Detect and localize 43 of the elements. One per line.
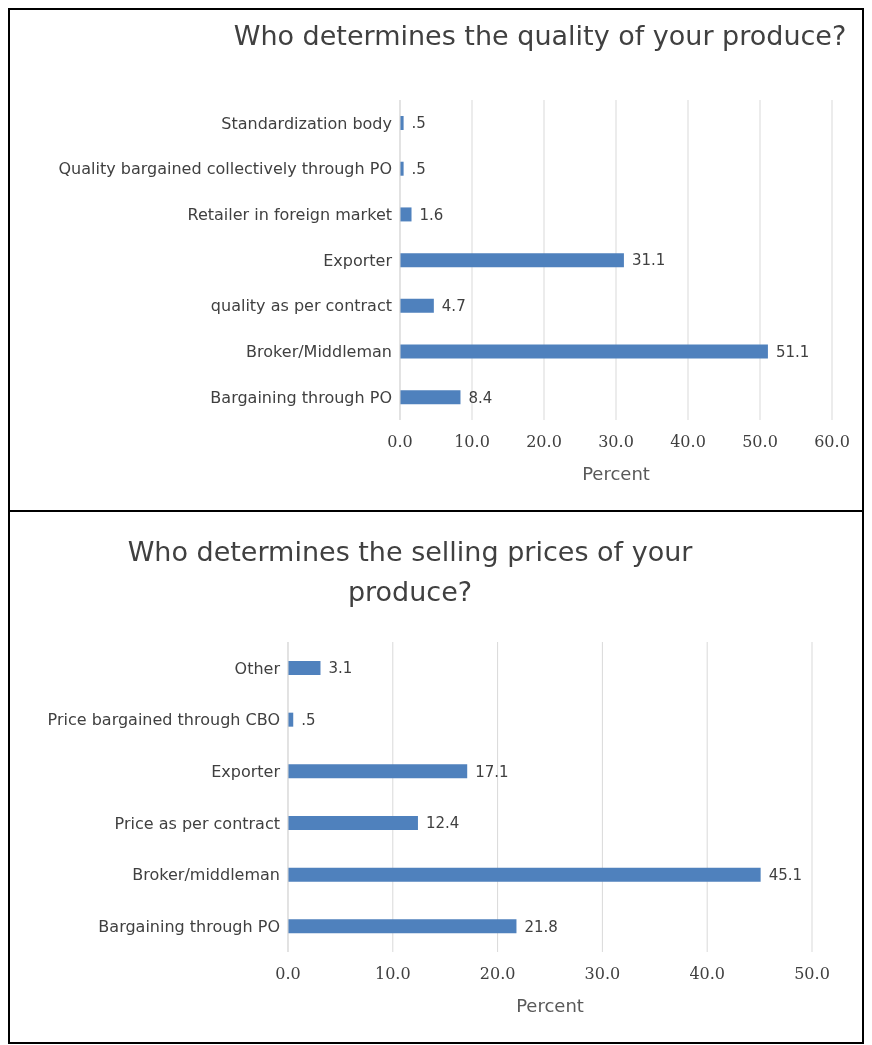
chart-title: Who determines the selling prices of your produce? [126,535,694,609]
data-label: .5 [411,114,426,133]
data-label: 31.1 [631,251,666,270]
data-label: 4.7 [441,297,466,316]
y-tick-label: Retailer in foreign market [187,204,392,224]
x-tick-label: 0.0 [275,964,301,984]
x-axis-title: Percent [516,995,584,1016]
y-tick-label: Bargaining through PO [210,387,392,407]
x-tick-label: 30.0 [584,964,621,984]
x-tick-label: 40.0 [689,964,726,984]
y-tick-label: Exporter [323,250,393,270]
x-tick-label: 20.0 [526,432,562,452]
data-label: 17.1 [475,762,509,781]
y-tick-label: Other [234,658,281,678]
x-tick-label: 10.0 [454,432,490,452]
data-label: 3.1 [328,659,353,678]
data-label: 1.6 [419,205,444,224]
data-label: 8.4 [468,388,493,407]
y-tick-label: quality as per contract [210,296,392,316]
x-tick-label: 50.0 [742,432,778,452]
x-tick-label: 10.0 [374,964,411,984]
data-label: .5 [301,710,316,729]
data-label: .5 [411,159,426,178]
chart-title: Who determines the quality of your produce? [232,19,848,53]
data-label: 12.4 [425,814,460,833]
x-tick-label: 0.0 [387,432,413,452]
data-label: 21.8 [524,917,558,936]
x-tick-label: 20.0 [479,964,516,984]
y-tick-label: Broker/Middleman [246,342,392,362]
y-tick-label: Broker/middleman [132,865,280,885]
y-tick-label: Exporter [211,761,281,781]
y-tick-label: Quality bargained collectively through PO [58,159,392,179]
x-tick-label: 50.0 [794,964,830,984]
data-label: 51.1 [775,342,810,361]
x-tick-label: 40.0 [670,432,706,452]
y-tick-label: Bargaining through PO [98,916,280,936]
y-tick-label: Standardization body [221,113,392,133]
x-tick-label: 60.0 [814,432,850,452]
y-tick-label: Price bargained through CBO [47,710,280,730]
data-label: 45.1 [768,865,803,884]
y-tick-label: Price as per contract [114,813,280,833]
x-tick-label: 30.0 [598,432,634,452]
x-axis-title: Percent [582,463,650,484]
